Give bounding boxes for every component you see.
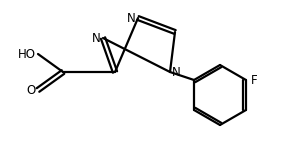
Text: N: N (127, 12, 136, 25)
Text: O: O (27, 83, 36, 97)
Text: N: N (92, 32, 101, 44)
Text: F: F (251, 74, 258, 86)
Text: N: N (172, 65, 181, 79)
Text: HO: HO (18, 48, 36, 60)
